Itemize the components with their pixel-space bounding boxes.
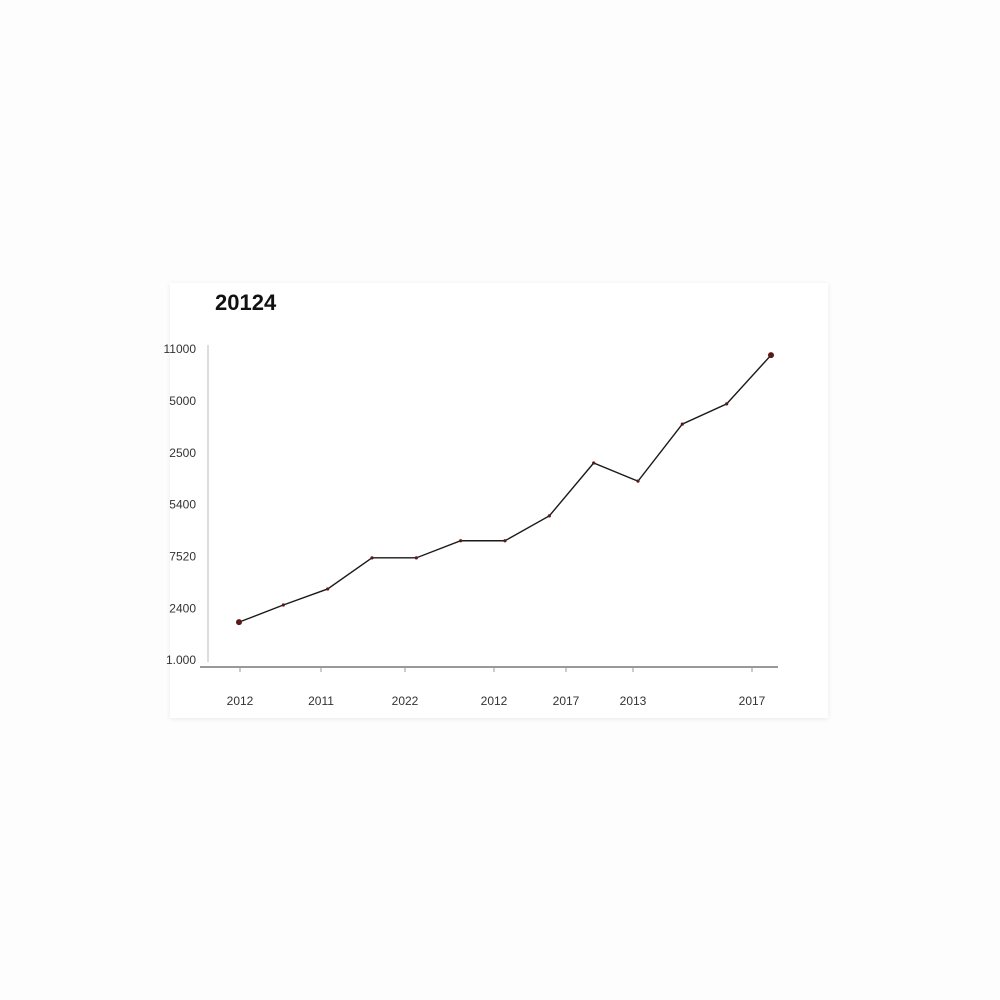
data-point <box>236 619 242 626</box>
chart-title: 20124 <box>215 290 277 315</box>
data-point <box>725 402 729 406</box>
data-point <box>326 587 330 591</box>
y-tick-label: 7520 <box>169 550 196 564</box>
data-point <box>459 539 463 543</box>
data-point <box>680 422 684 426</box>
data-point <box>547 514 551 518</box>
data-point <box>414 556 418 560</box>
x-tick-label: 2012 <box>227 694 254 708</box>
data-point <box>370 556 374 560</box>
data-point <box>503 539 507 543</box>
y-tick-label: 1.000 <box>166 653 196 667</box>
y-tick-label: 5000 <box>169 394 196 408</box>
y-tick-label: 2400 <box>169 601 196 615</box>
y-tick-label: 2500 <box>169 446 196 460</box>
x-tick-label: 2017 <box>739 694 766 708</box>
data-point <box>768 352 774 359</box>
x-tick-label: 2013 <box>620 694 647 708</box>
y-tick-label: 5400 <box>169 498 196 512</box>
x-tick-label: 2011 <box>308 694 334 708</box>
data-point <box>636 479 640 483</box>
x-tick-label: 2022 <box>392 694 419 708</box>
data-point <box>281 603 285 607</box>
data-point <box>592 461 596 465</box>
x-tick-label: 2012 <box>481 694 508 708</box>
chart-panel <box>170 283 828 718</box>
y-tick-label: 11000 <box>164 342 197 356</box>
x-tick-label: 2017 <box>553 694 580 708</box>
